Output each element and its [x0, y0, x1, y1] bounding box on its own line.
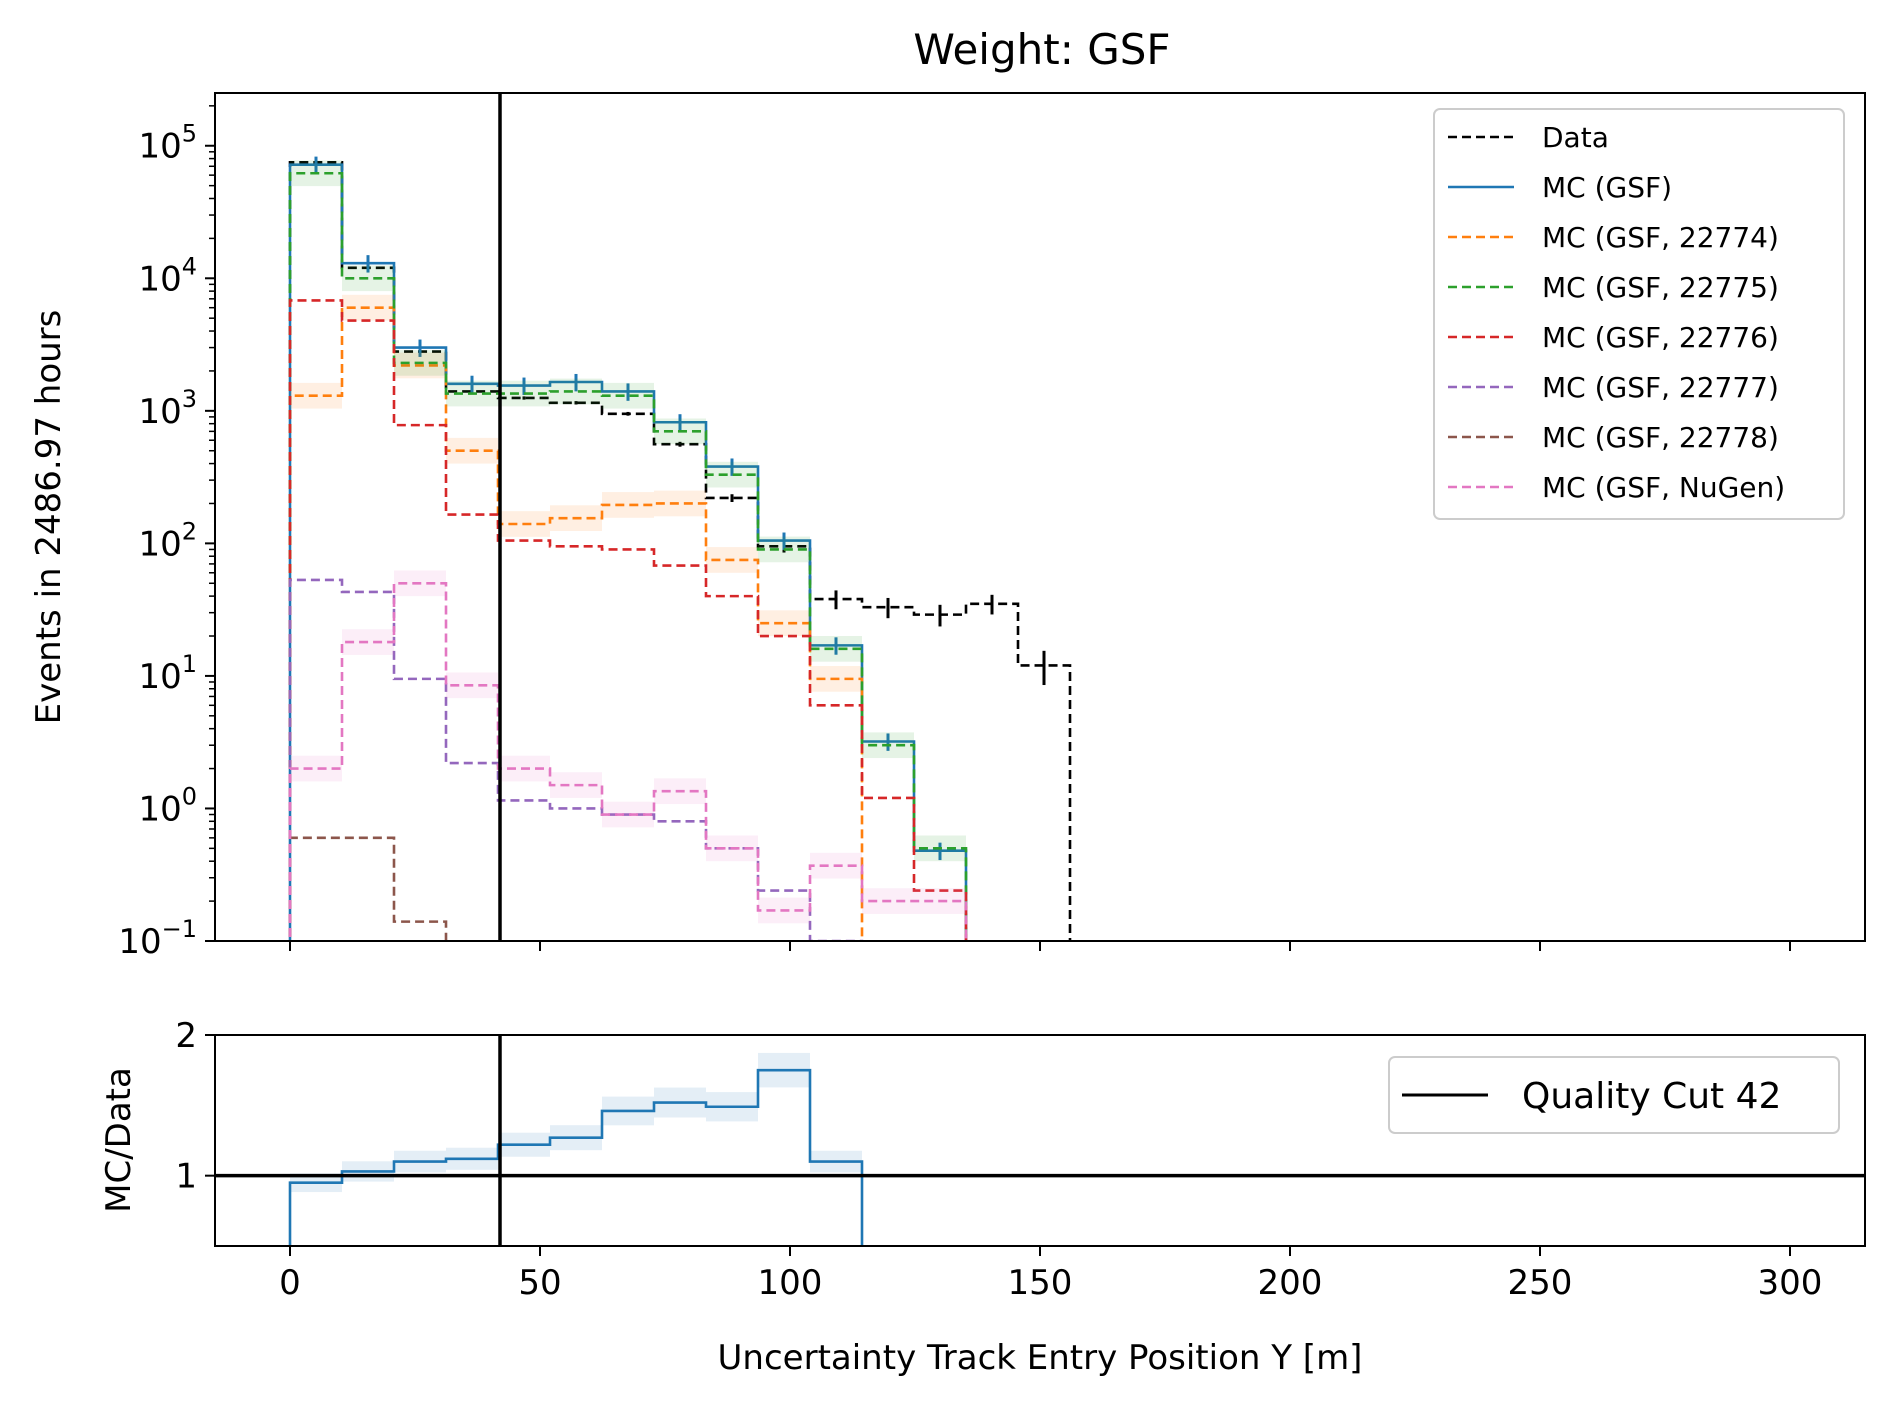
y-tick-label: 10−1	[118, 915, 197, 962]
ratio-series-line	[288, 1068, 864, 1246]
y-tick-label: 100	[138, 782, 197, 829]
ratio-y-axis-label: MC/Data	[99, 1067, 139, 1213]
y-tick-label: 102	[138, 517, 197, 564]
main-y-axis-label: Events in 2486.97 hours	[29, 310, 69, 725]
ratio-ticks: 0 50 100 150 200 250 300 1 2	[175, 1016, 1822, 1303]
legend-label: MC (GSF, 22775)	[1542, 271, 1779, 304]
x-tick-label: 50	[518, 1263, 561, 1303]
ratio-legend: Quality Cut 42	[1388, 1056, 1840, 1134]
legend-label: MC (GSF)	[1542, 171, 1672, 204]
legend-box	[1433, 108, 1845, 520]
x-tick-label: 200	[1258, 1263, 1323, 1303]
legend-label: MC (GSF, 22777)	[1542, 371, 1779, 404]
ratio-legend-label: Quality Cut 42	[1522, 1076, 1781, 1117]
x-tick-label: 300	[1758, 1263, 1823, 1303]
x-tick-label: 0	[279, 1263, 301, 1303]
series-line-6	[288, 836, 448, 941]
legend-label: MC (GSF, 22776)	[1542, 321, 1779, 354]
x-tick-label: 150	[1008, 1263, 1073, 1303]
y-tick-label: 103	[138, 385, 197, 432]
x-tick-label: 100	[758, 1263, 823, 1303]
y-tick-label: 101	[138, 650, 197, 697]
ratio-y-tick-label: 1	[175, 1157, 197, 1197]
series-line-7	[288, 581, 968, 941]
x-axis-label: Uncertainty Track Entry Position Y [m]	[718, 1338, 1363, 1378]
series-line-5	[288, 578, 864, 941]
legend-label: MC (GSF, NuGen)	[1542, 471, 1785, 504]
legend-label: MC (GSF, 22774)	[1542, 221, 1779, 254]
ratio-y-tick-label: 2	[175, 1016, 197, 1056]
legend-label: Data	[1542, 121, 1609, 154]
y-tick-label: 104	[138, 252, 197, 299]
series-line-4	[288, 299, 968, 941]
y-tick-label: 105	[138, 120, 197, 167]
legend-label: MC (GSF, 22778)	[1542, 421, 1779, 454]
main-legend: Data MC (GSF) MC (GSF, 22774) MC (GSF, 2277…	[1433, 108, 1845, 520]
main-plot-area	[288, 93, 1072, 941]
x-tick-label: 250	[1508, 1263, 1573, 1303]
ratio-plot-area	[215, 1035, 1865, 1246]
chart-title: Weight: GSF	[913, 25, 1170, 74]
main-y-ticks: 10−1 100 101 102 103 104 105	[118, 105, 1791, 962]
